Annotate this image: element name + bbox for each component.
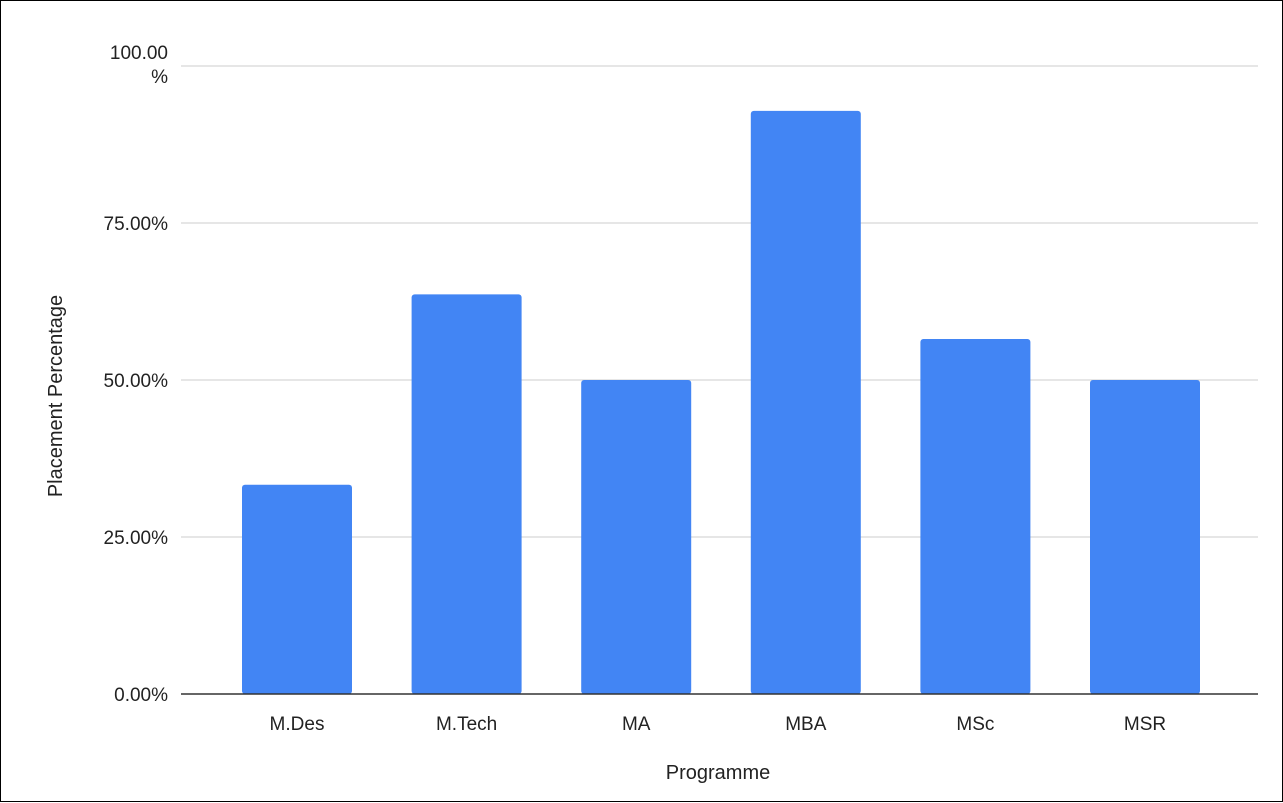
y-tick-label: 25.00% <box>104 528 169 549</box>
x-tick-label: M.Des <box>270 714 325 735</box>
gridlines <box>181 65 1258 538</box>
x-tick-label: MSc <box>956 714 994 735</box>
y-tick-label: 75.00% <box>104 214 169 235</box>
y-tick-label: 100.00% <box>110 43 168 88</box>
x-tick-label: MA <box>622 714 651 735</box>
x-tick-label: M.Tech <box>436 714 497 735</box>
bars <box>242 110 1200 694</box>
bar-m-des <box>242 484 352 694</box>
x-tick-label: MSR <box>1124 714 1166 735</box>
bar-m-tech <box>411 294 522 694</box>
x-axis-title: Programme <box>666 762 770 784</box>
x-tick-labels: M.Des M.Tech MA MBA MSc MSR <box>270 714 1167 735</box>
y-tick-label: 0.00% <box>114 685 168 706</box>
bar-ma <box>581 380 692 694</box>
y-axis-title: Placement Percentage <box>45 295 67 497</box>
bar-msr <box>1090 380 1200 694</box>
y-tick-label: 50.00% <box>104 371 169 392</box>
bar-mba <box>750 110 861 694</box>
bar-msc <box>920 339 1031 694</box>
x-tick-label: MBA <box>785 714 827 735</box>
y-tick-labels: 0.00% 25.00% 50.00% 75.00% 100.00% <box>104 43 169 706</box>
